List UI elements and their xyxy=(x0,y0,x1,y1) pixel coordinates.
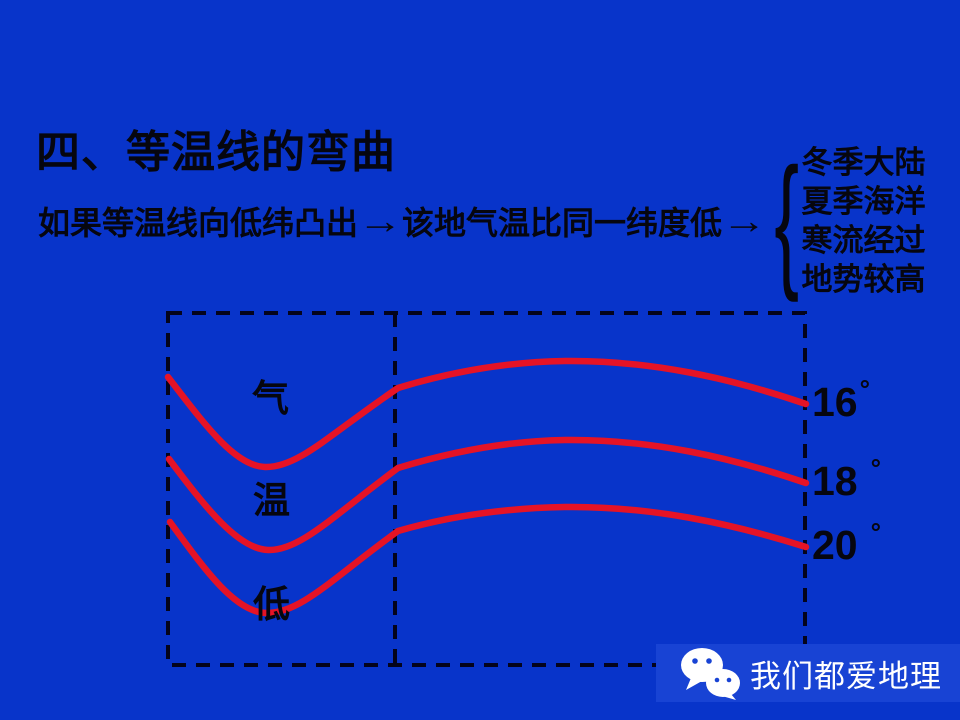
rule-conclusion-text: 该地气温比同一纬度低 xyxy=(402,205,723,241)
causes-list: 冬季大陆 夏季海洋 寒流经过 地势较高 xyxy=(801,143,925,299)
isotherm-curve-16 xyxy=(164,357,810,471)
watermark-text: 我们都爱地理 xyxy=(750,658,942,694)
caption-char-wen: 温 xyxy=(253,480,290,521)
cause-item: 寒流经过 xyxy=(801,223,926,258)
degree-symbol: ° xyxy=(870,517,882,547)
isotherm-label-16: 16 ° xyxy=(812,376,870,425)
cause-item: 冬季大陆 xyxy=(801,145,926,180)
degree-symbol: ° xyxy=(870,453,882,483)
isotherm-label-20: 20 ° xyxy=(812,519,881,568)
rule-premise-text: 如果等温线向低纬凸出 xyxy=(38,205,359,241)
cause-item: 地势较高 xyxy=(801,262,926,297)
caption-char-qi: 气 xyxy=(252,378,289,419)
cause-item: 夏季海洋 xyxy=(801,184,926,219)
page-title: 四、等温线的弯曲 xyxy=(36,128,396,177)
wechat-icon xyxy=(680,646,742,700)
watermark-bar: 我们都爱地理 xyxy=(656,644,960,702)
brace-icon: { xyxy=(774,138,800,303)
arrow-right-icon: → xyxy=(357,200,403,241)
rule-row: 如果等温线向低纬凸出 → 该地气温比同一纬度低 → { 冬季大陆 夏季海洋 寒流… xyxy=(38,140,960,302)
isotherm-curve-20 xyxy=(166,503,810,617)
temperature-value: 18 xyxy=(812,458,858,504)
caption-char-di: 低 xyxy=(253,584,290,625)
temperature-value: 16 xyxy=(812,379,858,425)
degree-symbol: ° xyxy=(859,374,871,404)
temperature-value: 20 xyxy=(812,522,858,568)
isotherm-curve-18 xyxy=(165,436,810,554)
outer-dashed-box xyxy=(166,311,807,667)
isotherm-label-18: 18 ° xyxy=(812,455,881,504)
arrow-right-icon: → xyxy=(721,200,767,241)
